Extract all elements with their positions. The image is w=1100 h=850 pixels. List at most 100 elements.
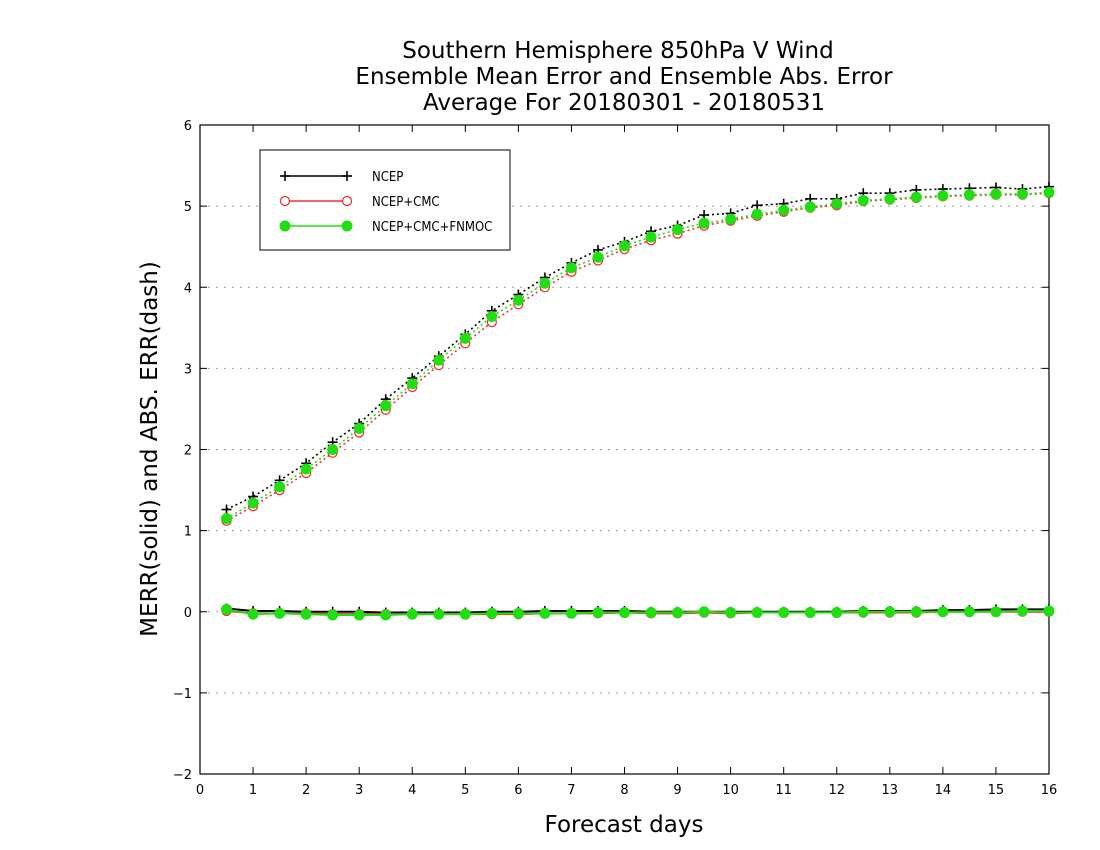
abs-err-point [247, 497, 259, 509]
x-tick-label: 4 [408, 783, 416, 798]
abs-err-point [221, 512, 233, 524]
merr-point [751, 607, 763, 619]
merr-point [778, 607, 790, 619]
merr-point [592, 607, 604, 619]
x-tick-label: 8 [620, 783, 628, 798]
series-ncep-cmc-fnmoc [221, 186, 1055, 621]
merr-point [1016, 605, 1028, 617]
merr-point [353, 609, 365, 621]
merr-point [1043, 605, 1055, 617]
merr-point [247, 608, 259, 620]
abs-err-point [857, 194, 869, 206]
x-tick-label: 16 [1041, 783, 1058, 798]
abs-err-point [1016, 188, 1028, 200]
merr-point [406, 608, 418, 620]
abs-err-point [698, 217, 710, 229]
merr-point [857, 606, 869, 618]
merr-point [725, 607, 737, 619]
merr-point [486, 607, 498, 619]
legend-marker-start [280, 171, 290, 181]
legend-marker-end [341, 220, 353, 232]
series-ncep-cmc [221, 187, 1055, 620]
x-tick-label: 2 [302, 783, 310, 798]
abs-err-point [512, 294, 524, 306]
x-tick-label: 14 [935, 783, 952, 798]
x-tick-label: 0 [196, 783, 204, 798]
title-line-3: Average For 20180301 - 20180531 [423, 90, 825, 116]
merr-point [274, 607, 286, 619]
abs-err-point [380, 400, 392, 412]
y-tick-label: 0 [184, 606, 192, 621]
merr-point [804, 607, 816, 619]
merr-point [433, 608, 445, 620]
abs-err-point [433, 354, 445, 366]
abs-err-point [327, 444, 339, 455]
y-tick-label: 5 [184, 200, 192, 215]
legend-label: NCEP [372, 170, 403, 185]
y-tick-label: −2 [173, 768, 192, 783]
x-tick-label: 5 [461, 783, 469, 798]
x-axis-title: Forecast days [545, 812, 704, 838]
abs-err-point [539, 277, 551, 289]
abs-err-point [725, 213, 737, 225]
abs-err-point [486, 310, 498, 322]
chart-title: Southern Hemisphere 850hPa V Wind Ensemb… [355, 38, 893, 116]
legend-marker-end [342, 171, 352, 181]
merr-point [459, 608, 471, 620]
x-tick-label: 1 [249, 783, 257, 798]
merr-point [963, 606, 975, 618]
merr-point [937, 606, 949, 618]
abs-err-point [619, 240, 630, 252]
abs-err-point [406, 378, 418, 390]
abs-err-point [353, 422, 365, 434]
y-tick-label: 1 [184, 525, 192, 540]
legend-label: NCEP+CMC+FNMOC [372, 220, 492, 235]
merr-point [619, 607, 630, 619]
x-tick-label: 11 [775, 783, 792, 798]
merr-point [645, 607, 657, 619]
y-tick-label: 6 [184, 119, 192, 134]
abs-err-point [645, 231, 657, 243]
merr-point [910, 606, 922, 618]
abs-err-point [752, 200, 763, 211]
merr-point [698, 606, 710, 618]
abs-err-point [778, 204, 790, 216]
title-line-1: Southern Hemisphere 850hPa V Wind [402, 38, 833, 64]
abs-err-point [963, 189, 975, 201]
legend-marker-end [341, 195, 353, 207]
x-tick-label: 10 [722, 783, 739, 798]
x-tick-label: 15 [988, 783, 1005, 798]
abs-err-point [884, 193, 896, 205]
abs-err-point [592, 251, 604, 263]
abs-err-point [672, 224, 684, 236]
abs-err-point [565, 262, 577, 274]
x-tick-label: 3 [355, 783, 363, 798]
abs-err-point [751, 208, 763, 220]
abs-err-point [1043, 186, 1055, 198]
x-tick-label: 12 [828, 783, 845, 798]
abs-err-point [937, 190, 949, 202]
abs-err-point [990, 188, 1002, 200]
merr-point [672, 607, 684, 619]
abs-err-point [274, 481, 286, 493]
legend: NCEP NCEP+CMC NCEP+CMC+FNMOC [259, 149, 511, 251]
abs-err-point [221, 504, 232, 515]
merr-point [539, 607, 551, 619]
merr-point [565, 607, 577, 619]
merr-point [221, 603, 233, 615]
merr-point [380, 609, 392, 621]
abs-err-point [804, 201, 816, 213]
abs-err-point [300, 463, 312, 475]
legend-marker-start [279, 195, 291, 207]
merr-point [300, 608, 312, 620]
merr-point [831, 607, 843, 619]
abs-err-point [459, 332, 471, 344]
y-tick-label: 2 [184, 444, 192, 459]
merr-point [512, 607, 524, 619]
y-tick-label: −1 [173, 687, 192, 702]
x-tick-label: 9 [673, 783, 681, 798]
legend-label: NCEP+CMC [372, 195, 440, 210]
merr-point [990, 606, 1002, 618]
